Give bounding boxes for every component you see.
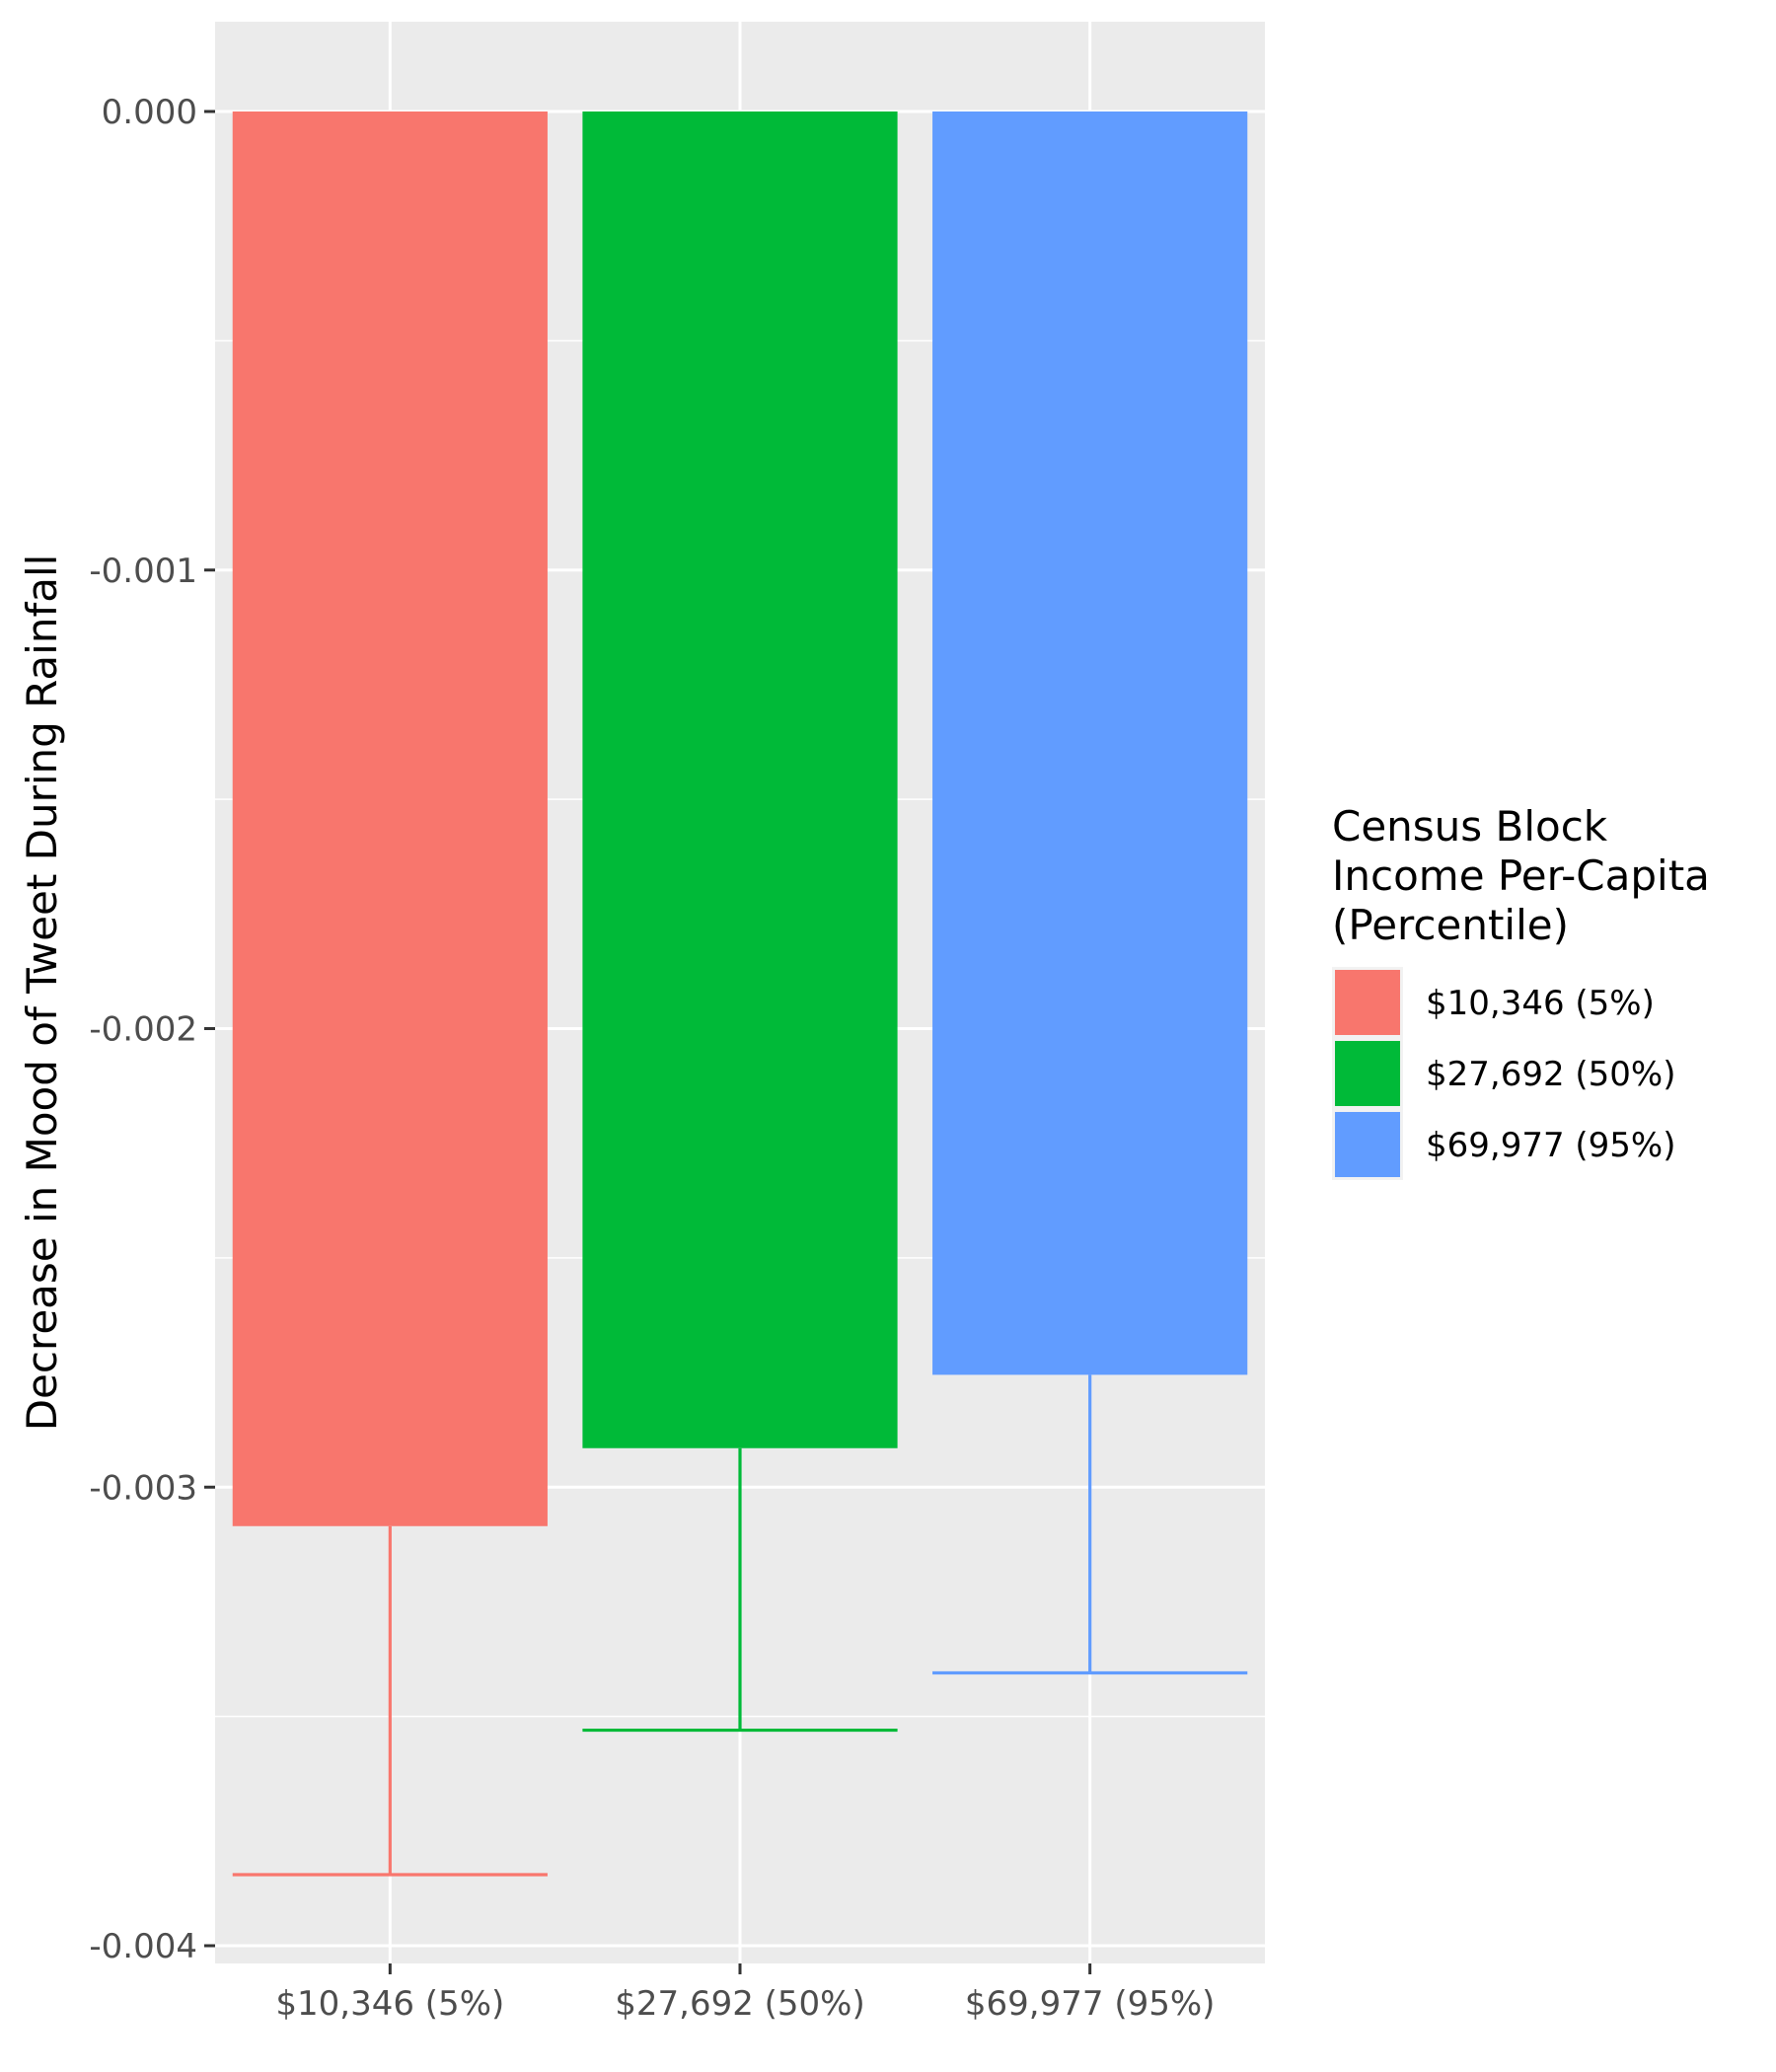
x-axis: $10,346 (5%) $27,692 (50%) $69,977 (95%)	[275, 1963, 1215, 2024]
y-tick-label: -0.003	[89, 1468, 197, 1508]
legend-label: $10,346 (5%)	[1426, 984, 1655, 1023]
x-tick-label: $27,692 (50%)	[615, 1984, 865, 2024]
bar	[932, 111, 1248, 1375]
y-tick-label: -0.001	[89, 552, 197, 591]
bar	[582, 111, 898, 1448]
x-tick-label: $69,977 (95%)	[965, 1984, 1216, 2024]
x-tick-label: $10,346 (5%)	[275, 1984, 504, 2024]
legend-title-line: Census Block	[1332, 802, 1608, 851]
legend-label: $27,692 (50%)	[1426, 1055, 1676, 1094]
y-tick-label: 0.000	[102, 93, 197, 132]
y-axis: 0.000 -0.001 -0.002 -0.003 -0.004	[89, 93, 215, 1966]
error-bars	[232, 1374, 1248, 1877]
legend-title-line: Income Per-Capita	[1332, 851, 1710, 900]
y-axis-title: Decrease in Mood of Tweet During Rainfal…	[18, 555, 66, 1432]
bar	[232, 111, 548, 1526]
y-tick-label: -0.002	[89, 1010, 197, 1050]
legend-label: $69,977 (95%)	[1426, 1126, 1676, 1165]
legend-key-swatch	[1335, 1041, 1400, 1106]
legend-title-line: (Percentile)	[1332, 901, 1569, 949]
legend-key-swatch	[1335, 970, 1400, 1035]
y-tick-label: -0.004	[89, 1927, 197, 1966]
legend-key-swatch	[1335, 1112, 1400, 1177]
bars	[232, 111, 1248, 1526]
